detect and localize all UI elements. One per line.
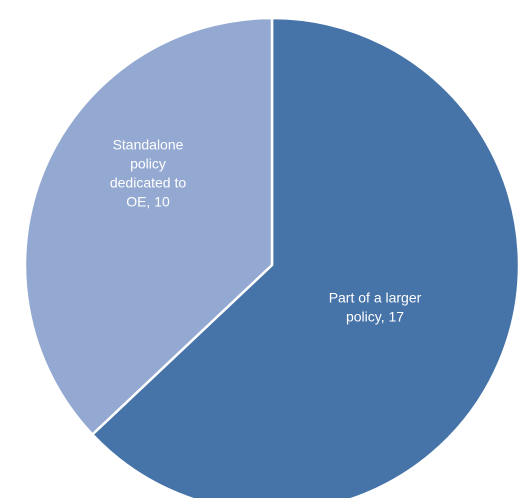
pie-slice-label-line: Part of a larger: [329, 290, 422, 306]
pie-slice-2: [23, 16, 274, 436]
pie-slice-label-line: policy: [130, 156, 166, 172]
pie-slices: [23, 16, 521, 498]
pie-slice-label-line: dedicated to: [110, 175, 186, 191]
pie-slice-label-2: Standalone policy dedicated to OE, 10: [110, 137, 186, 210]
pie-slice-label-line: Standalone: [113, 137, 184, 153]
pie-slice-label-1: Part of a larger policy, 17: [329, 290, 422, 325]
pie-labels: Part of a larger policy, 17 Standalone poli…: [110, 137, 422, 325]
pie-slice-label-line: OE, 10: [126, 194, 170, 210]
pie-slice-1: [91, 16, 521, 498]
pie-slice-label-line: policy, 17: [346, 309, 404, 325]
